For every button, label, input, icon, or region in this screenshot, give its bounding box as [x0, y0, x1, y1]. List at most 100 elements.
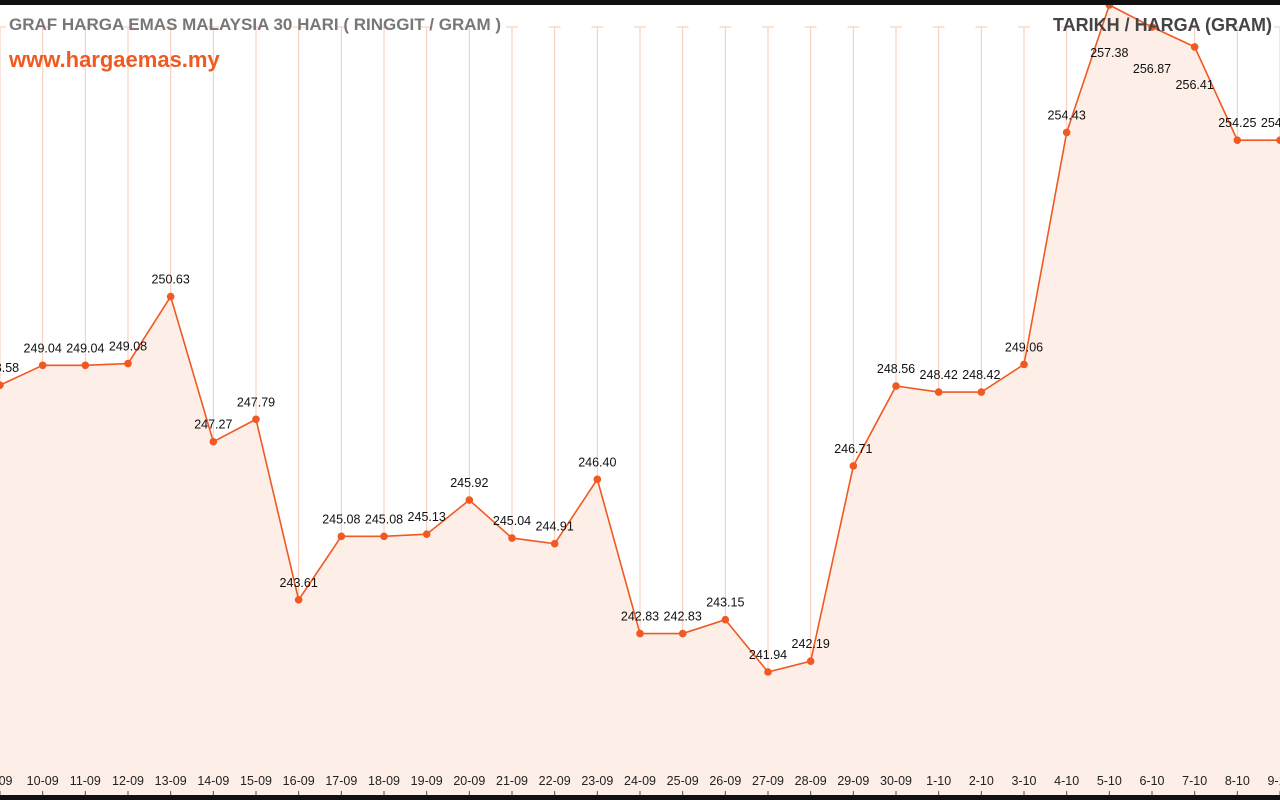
x-tick-label: 15-09	[240, 774, 272, 788]
data-label: 249.04	[24, 341, 62, 355]
x-tick-label: 9-09	[0, 774, 13, 788]
data-label: 250.63	[152, 273, 190, 287]
chart-title: GRAF HARGA EMAS MALAYSIA 30 HARI ( RINGG…	[9, 15, 502, 34]
x-tick-label: 20-09	[453, 774, 485, 788]
data-point	[81, 361, 90, 370]
data-label: 242.83	[664, 610, 702, 624]
data-label: 249.06	[1005, 340, 1043, 354]
data-label: 249.04	[66, 341, 104, 355]
data-point	[849, 462, 858, 470]
x-tick-label: 9-10	[1267, 774, 1280, 788]
data-point	[764, 668, 772, 676]
data-point	[38, 361, 47, 370]
data-label: 254.25	[1261, 116, 1280, 130]
data-label: 243.15	[706, 596, 744, 610]
data-point	[380, 532, 388, 541]
x-tick-label: 29-09	[837, 774, 869, 788]
data-label: 245.08	[322, 512, 360, 526]
x-tick-label: 5-10	[1097, 774, 1122, 788]
x-tick-label: 27-09	[752, 774, 784, 788]
x-tick-label: 6-10	[1139, 774, 1164, 788]
data-label: 256.87	[1133, 62, 1171, 76]
x-tick-label: 2-10	[969, 774, 994, 788]
x-tick-label: 10-09	[27, 774, 59, 788]
data-label: 245.13	[408, 510, 446, 524]
data-label: 245.92	[450, 476, 488, 490]
data-point	[806, 657, 815, 665]
data-point	[252, 415, 260, 424]
data-point	[1105, 5, 1114, 9]
x-tick-label: 11-09	[70, 774, 101, 788]
data-label: 242.83	[621, 610, 659, 624]
x-tick-label: 12-09	[112, 774, 144, 788]
data-point	[1190, 43, 1199, 51]
data-label: 248.58	[0, 361, 19, 375]
x-tick-label: 17-09	[325, 774, 357, 788]
x-tick-label: 28-09	[795, 774, 827, 788]
x-tick-label: 7-10	[1182, 774, 1207, 788]
data-point	[678, 629, 687, 638]
legend: TARIKH / HARGA (GRAM)	[1053, 15, 1272, 35]
data-point	[465, 496, 474, 504]
data-point	[209, 437, 218, 446]
data-point	[1233, 136, 1242, 145]
x-tick-label: 26-09	[709, 774, 741, 788]
data-point	[508, 534, 516, 542]
website-link[interactable]: www.hargaemas.my	[9, 47, 220, 72]
x-tick-label: 23-09	[581, 774, 613, 788]
x-tick-label: 3-10	[1011, 774, 1036, 788]
x-tick-label: 1-10	[926, 774, 951, 788]
data-point	[892, 382, 900, 390]
data-label: 247.27	[194, 418, 232, 432]
price-chart: 248.58 9-09 249.04 10-09 249.04 11-09 249.08 12…	[0, 5, 1280, 795]
data-label: 241.94	[749, 648, 787, 662]
data-point	[337, 532, 346, 541]
data-label: 245.08	[365, 512, 403, 526]
data-label: 246.71	[834, 442, 872, 456]
data-point	[977, 388, 986, 396]
data-point	[636, 629, 644, 638]
data-point	[1276, 136, 1280, 145]
x-tick-label: 24-09	[624, 774, 656, 788]
x-tick-label: 19-09	[411, 774, 443, 788]
x-tick-label: 21-09	[496, 774, 528, 788]
x-tick-label: 30-09	[880, 774, 912, 788]
data-point	[0, 381, 4, 389]
data-point	[550, 539, 559, 548]
data-point	[721, 615, 730, 624]
data-label: 249.08	[109, 340, 147, 354]
data-label: 242.19	[792, 637, 830, 651]
price-area	[0, 5, 1280, 795]
data-point	[934, 388, 943, 396]
data-point	[1020, 360, 1028, 369]
data-label: 244.91	[536, 520, 574, 534]
data-label: 247.79	[237, 395, 275, 409]
data-label: 256.41	[1176, 78, 1214, 92]
data-label: 248.42	[962, 368, 1000, 382]
x-tick-label: 22-09	[539, 774, 571, 788]
x-tick-label: 25-09	[667, 774, 699, 788]
data-label: 254.43	[1048, 108, 1086, 122]
data-point	[294, 596, 303, 604]
data-point	[166, 292, 175, 301]
data-label: 246.40	[578, 455, 616, 469]
data-label: 248.42	[920, 368, 958, 382]
data-point	[422, 530, 431, 538]
x-tick-label: 14-09	[197, 774, 229, 788]
x-tick-label: 13-09	[155, 774, 187, 788]
x-tick-label: 16-09	[283, 774, 315, 788]
data-point	[124, 359, 132, 368]
data-label: 248.56	[877, 362, 915, 376]
data-point	[1062, 128, 1071, 137]
data-label: 243.61	[280, 576, 318, 590]
x-tick-label: 18-09	[368, 774, 400, 788]
x-tick-label: 8-10	[1225, 774, 1250, 788]
data-label: 254.25	[1218, 116, 1256, 130]
data-point	[593, 475, 602, 484]
data-label: 257.38	[1090, 46, 1128, 60]
x-tick-label: 4-10	[1054, 774, 1079, 788]
data-label: 245.04	[493, 514, 531, 528]
data-point	[1148, 23, 1156, 31]
chart-area: 248.58 9-09 249.04 10-09 249.04 11-09 249.08 12…	[0, 5, 1280, 795]
